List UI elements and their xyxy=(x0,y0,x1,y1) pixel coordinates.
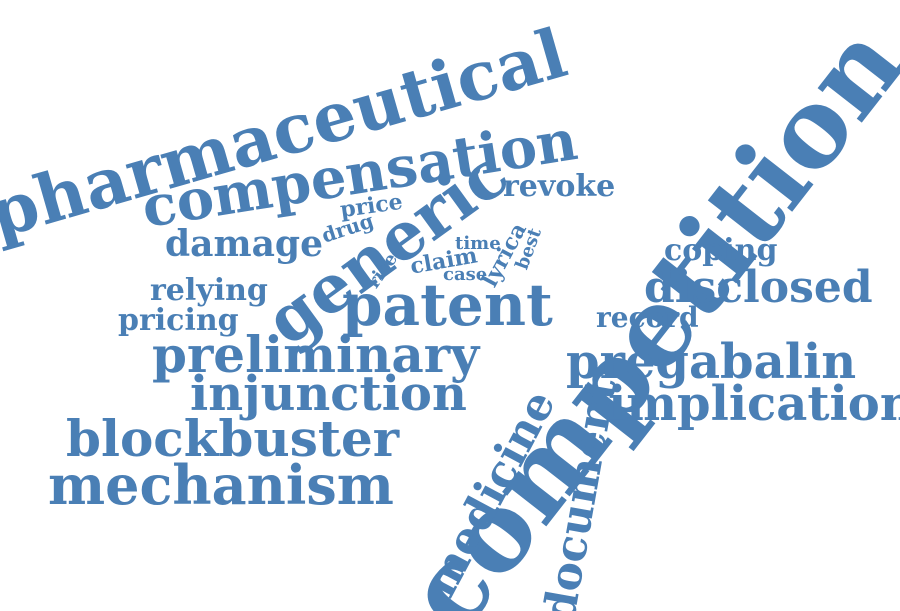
word-case: case xyxy=(443,264,488,285)
word-record: record xyxy=(596,301,699,334)
word-revoke: revoke xyxy=(503,169,616,204)
word-relying: relying xyxy=(150,273,268,308)
word-pricing: pricing xyxy=(118,303,239,338)
word-disclosed: disclosed xyxy=(644,262,873,313)
word-preliminary: preliminary xyxy=(152,325,480,384)
word-implication: implication xyxy=(608,376,900,432)
word-blockbuster: blockbuster xyxy=(66,409,400,468)
word-mechanism: mechanism xyxy=(48,453,394,517)
word-coping: coping xyxy=(664,233,778,268)
word-injunction: injunction xyxy=(190,366,467,422)
word-pregabalin: pregabalin xyxy=(566,334,857,390)
word-damage: damage xyxy=(165,223,323,265)
word-patent: patent xyxy=(342,271,553,339)
word-time: time xyxy=(455,233,501,254)
